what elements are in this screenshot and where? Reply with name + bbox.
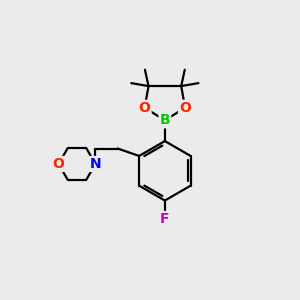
Text: O: O bbox=[52, 157, 64, 171]
Text: F: F bbox=[160, 212, 170, 226]
Text: O: O bbox=[179, 101, 191, 115]
Text: O: O bbox=[139, 101, 151, 115]
Text: N: N bbox=[90, 157, 101, 171]
Text: B: B bbox=[160, 113, 170, 127]
